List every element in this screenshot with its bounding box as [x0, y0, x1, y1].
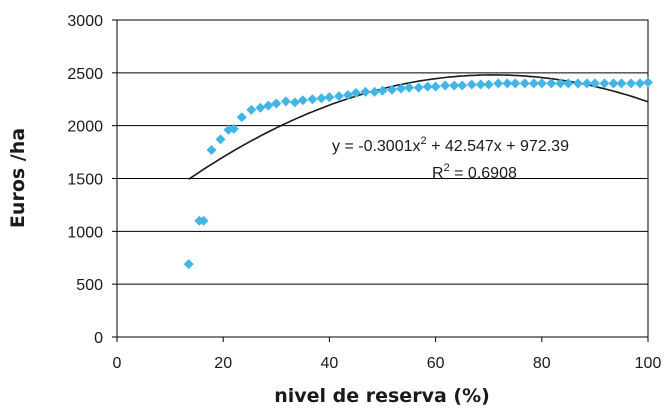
data-point	[635, 78, 646, 89]
data-point	[563, 78, 574, 89]
data-point	[333, 91, 344, 102]
data-point	[475, 79, 486, 90]
points-group	[183, 77, 653, 270]
x-tick-label: 40	[321, 355, 339, 372]
data-point	[457, 80, 468, 91]
data-point	[616, 78, 627, 89]
data-point	[581, 78, 592, 89]
data-point	[198, 215, 209, 226]
grid	[116, 19, 649, 338]
data-point	[413, 82, 424, 93]
data-point	[528, 78, 539, 89]
data-point	[236, 112, 247, 123]
x-axis-title: nivel de reserva (%)	[274, 385, 490, 407]
y-tick-label: 1500	[67, 172, 103, 189]
data-point	[519, 78, 530, 89]
data-point	[316, 93, 327, 104]
data-point	[271, 98, 282, 109]
data-point	[206, 144, 217, 155]
y-tick-label: 2000	[67, 119, 103, 136]
x-tick-label: 20	[214, 355, 232, 372]
x-tick-label: 100	[635, 355, 662, 372]
data-point	[589, 78, 600, 89]
y-tick-label: 2500	[67, 66, 103, 83]
data-point	[228, 123, 239, 134]
data-point	[324, 92, 335, 103]
data-point	[280, 96, 291, 107]
data-point	[626, 78, 637, 89]
data-point	[493, 78, 504, 89]
data-point	[599, 78, 610, 89]
data-point	[555, 78, 566, 89]
data-point	[536, 78, 547, 89]
data-point	[263, 100, 274, 111]
data-point	[546, 78, 557, 89]
data-point	[246, 104, 257, 115]
data-point	[510, 78, 521, 89]
x-tick-label: 60	[427, 355, 445, 372]
data-point	[430, 81, 441, 92]
data-point	[466, 79, 477, 90]
data-point	[289, 97, 300, 108]
data-point	[255, 102, 266, 113]
y-tick-label: 0	[94, 330, 103, 347]
trendline-equation: y = -0.3001x2 + 42.547x + 972.39	[332, 135, 569, 155]
data-point	[350, 87, 361, 98]
y-tick-label: 500	[76, 277, 103, 294]
y-tick-label: 1000	[67, 224, 103, 241]
data-point	[183, 259, 194, 270]
y-tick-label: 3000	[67, 13, 103, 30]
data-point	[342, 90, 353, 101]
data-point	[387, 84, 398, 95]
data-point	[396, 83, 407, 94]
data-point	[297, 95, 308, 106]
x-tick-label: 80	[533, 355, 551, 372]
data-point	[483, 79, 494, 90]
x-tick-labels: 0 20 40 60 80 100	[113, 337, 662, 372]
data-point	[643, 77, 653, 88]
data-point	[307, 94, 318, 105]
data-point	[215, 134, 226, 145]
data-point	[608, 78, 619, 89]
y-tick-labels: 0 500 1000 1500 2000 2500 3000	[67, 13, 117, 347]
data-point	[360, 86, 371, 97]
data-point	[502, 78, 513, 89]
data-point	[449, 80, 460, 91]
data-point	[404, 82, 415, 93]
x-tick-label: 0	[113, 355, 122, 372]
y-axis-title: Euros /ha	[7, 128, 29, 228]
data-point	[377, 85, 388, 96]
data-point	[440, 80, 451, 91]
data-point	[572, 78, 583, 89]
data-point	[422, 81, 433, 92]
data-point	[369, 86, 380, 97]
trendline-r2: R2 = 0.6908	[432, 162, 517, 182]
